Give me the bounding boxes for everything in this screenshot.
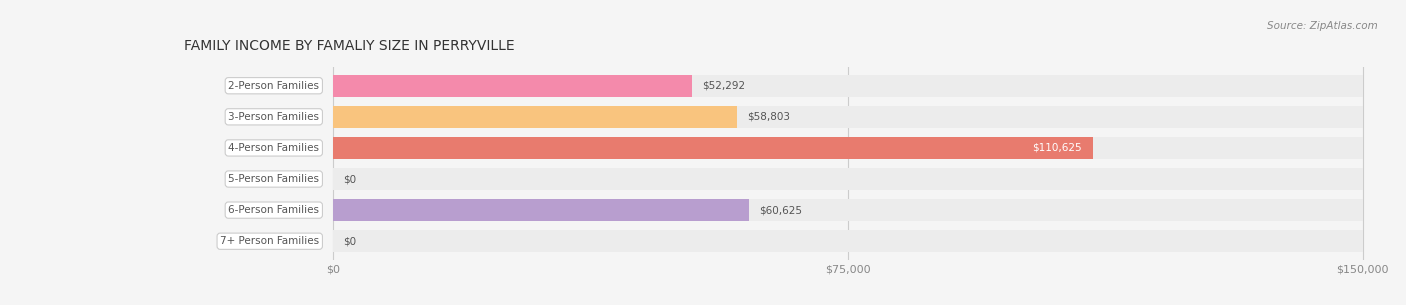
Text: $60,625: $60,625 xyxy=(759,205,803,215)
Text: $0: $0 xyxy=(343,236,357,246)
Text: FAMILY INCOME BY FAMALIY SIZE IN PERRYVILLE: FAMILY INCOME BY FAMALIY SIZE IN PERRYVI… xyxy=(184,39,515,53)
Bar xyxy=(333,106,1362,128)
Text: $58,803: $58,803 xyxy=(747,112,790,122)
Bar xyxy=(333,230,1362,253)
Bar xyxy=(333,106,737,128)
Bar xyxy=(333,74,692,97)
Text: $52,292: $52,292 xyxy=(703,81,745,91)
Text: 5-Person Families: 5-Person Families xyxy=(228,174,319,184)
Bar xyxy=(333,199,749,221)
Bar xyxy=(333,74,1362,97)
Bar xyxy=(333,137,1362,159)
Text: 4-Person Families: 4-Person Families xyxy=(228,143,319,153)
Text: $110,625: $110,625 xyxy=(1032,143,1083,153)
Bar xyxy=(333,168,1362,190)
Text: $0: $0 xyxy=(343,174,357,184)
Text: 3-Person Families: 3-Person Families xyxy=(228,112,319,122)
Bar xyxy=(333,137,1092,159)
Text: Source: ZipAtlas.com: Source: ZipAtlas.com xyxy=(1267,21,1378,31)
Text: 2-Person Families: 2-Person Families xyxy=(228,81,319,91)
Bar xyxy=(333,199,1362,221)
Text: 6-Person Families: 6-Person Families xyxy=(228,205,319,215)
Text: 7+ Person Families: 7+ Person Families xyxy=(221,236,319,246)
